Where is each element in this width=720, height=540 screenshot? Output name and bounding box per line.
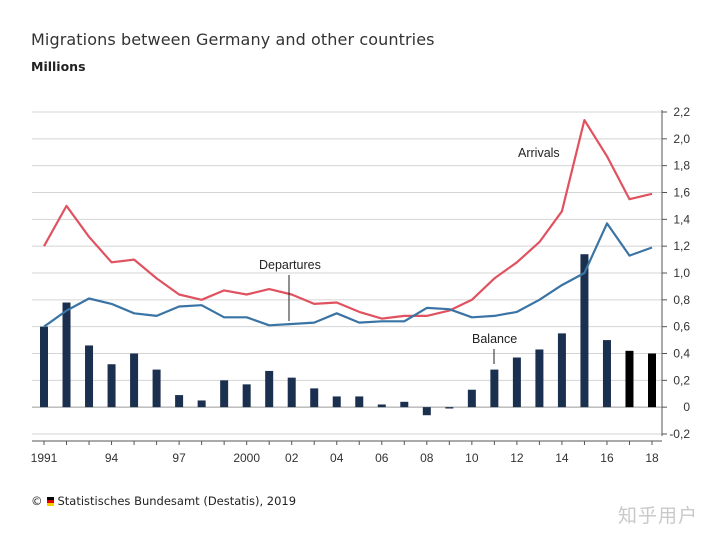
arrivals-line	[43, 118, 653, 320]
balance-bars	[40, 254, 656, 416]
balance-label: Balance	[472, 332, 517, 346]
x-tick-label: 94	[105, 451, 119, 465]
source-note: © Statistisches Bundesamt (Destatis), 20…	[31, 494, 296, 508]
balance-bar	[648, 353, 656, 408]
y-tick-label: 0	[683, 400, 690, 414]
balance-bar	[602, 340, 611, 408]
y-tick-label: 0,6	[673, 320, 690, 334]
y-tick-label: 1,2	[673, 239, 690, 253]
y-tick-label: 1,8	[673, 159, 690, 173]
x-tick-label: 04	[330, 451, 344, 465]
grid-lines	[32, 111, 662, 435]
y-tick-label: 1,4	[673, 212, 690, 226]
departures-line	[43, 222, 653, 328]
watermark-text: 知乎用户	[617, 505, 698, 527]
balance-bar	[220, 380, 229, 408]
balance-bar	[355, 396, 364, 408]
arrivals-label: Arrivals	[518, 146, 560, 160]
balance-bar	[422, 407, 431, 416]
balance-bar	[265, 370, 274, 408]
x-tick-label: 97	[172, 451, 186, 465]
y-tick-label: 2,2	[673, 105, 690, 119]
y-tick-label: 0,2	[673, 373, 690, 387]
balance-bar	[107, 364, 116, 408]
x-tick-label: 10	[465, 451, 479, 465]
balance-bar	[152, 369, 161, 408]
y-tick-label: 0,8	[673, 293, 690, 307]
x-tick-label: 12	[510, 451, 524, 465]
axes: -0,2 0 0,2 0,4 0,6 0,8 1,0 1,2 1,4 1,6 1,8 2,0 2,2 19…	[31, 105, 691, 465]
balance-bar	[332, 396, 341, 408]
source-text: Statistisches Bundesamt (Destatis), 2019	[57, 494, 297, 508]
balance-bar	[310, 388, 319, 408]
y-tick-label: 2,0	[673, 132, 690, 146]
balance-bar	[467, 389, 476, 408]
balance-bar	[512, 357, 521, 408]
german-flag-icon	[46, 496, 54, 506]
chart-title: Migrations between Germany and other cou…	[31, 30, 435, 49]
x-tick-label: 16	[600, 451, 614, 465]
balance-bar	[197, 400, 206, 408]
series-lines	[43, 118, 653, 328]
balance-bar	[445, 407, 454, 409]
balance-bar	[130, 353, 139, 408]
balance-bar	[85, 345, 94, 408]
x-tick-label: 06	[375, 451, 389, 465]
x-tick-label: 14	[555, 451, 569, 465]
x-tick-label: 02	[285, 451, 299, 465]
balance-bar	[40, 326, 48, 408]
y-tick-label: 1,6	[673, 186, 690, 200]
balance-bar	[400, 401, 409, 408]
unit-label: Millions	[31, 59, 86, 74]
x-tick-label: 1991	[31, 451, 58, 465]
copyright-symbol: ©	[31, 494, 43, 508]
balance-bar	[625, 350, 634, 408]
balance-bar	[490, 369, 499, 408]
y-tick-label: -0,2	[669, 427, 690, 441]
balance-bar	[377, 404, 386, 408]
departures-label: Departures	[259, 258, 321, 272]
balance-bar	[580, 254, 589, 408]
balance-bar	[62, 302, 71, 408]
x-tick-label: 2000	[233, 451, 260, 465]
x-tick-label: 08	[420, 451, 434, 465]
balance-bar	[535, 349, 544, 408]
balance-bar	[557, 333, 566, 408]
balance-bar	[287, 377, 296, 408]
y-tick-label: 1,0	[673, 266, 690, 280]
annotations: Arrivals Departures Balance	[259, 146, 560, 364]
balance-bar	[175, 395, 184, 408]
y-tick-label: 0,4	[673, 347, 690, 361]
balance-bar	[242, 384, 251, 408]
x-tick-label: 18	[645, 451, 659, 465]
